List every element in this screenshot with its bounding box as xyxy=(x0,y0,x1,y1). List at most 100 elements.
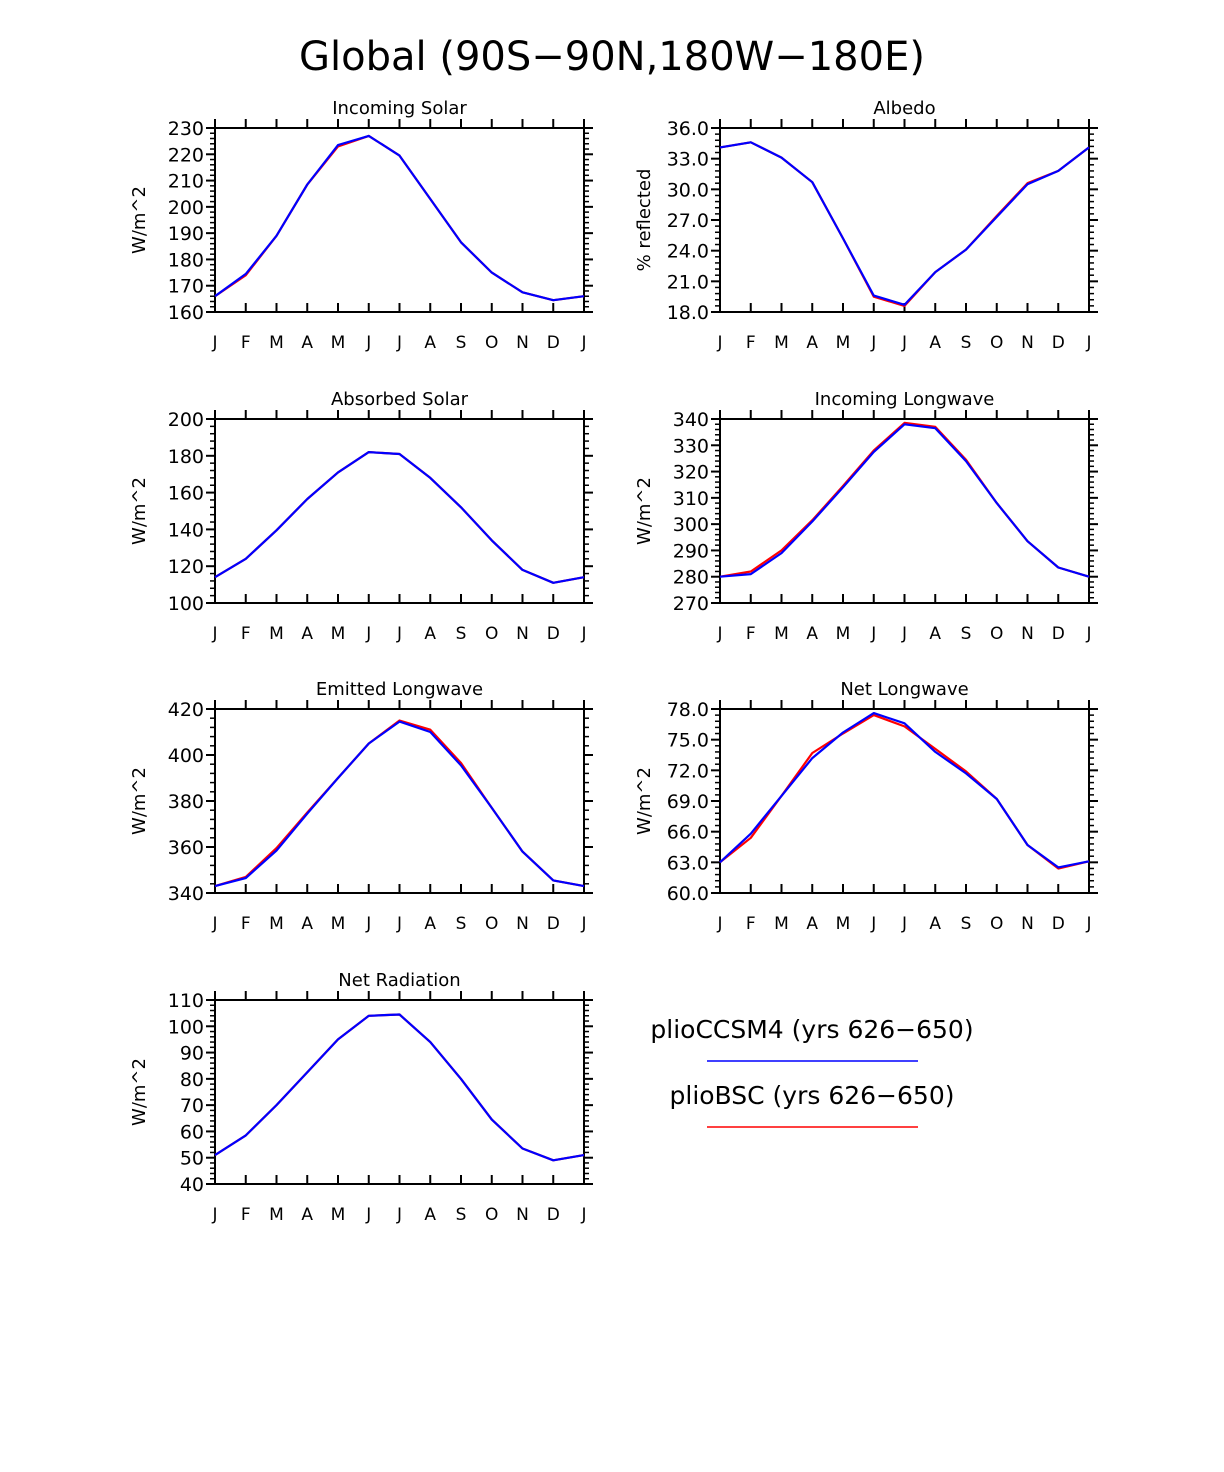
x-tick-label: J xyxy=(580,333,586,353)
x-tick-label: M xyxy=(331,1205,346,1225)
y-tick-label: 100 xyxy=(168,1016,204,1038)
x-tick-label: M xyxy=(331,914,346,934)
x-tick-label: M xyxy=(836,914,851,934)
y-tick-label: 50 xyxy=(180,1148,204,1170)
x-tick-label: A xyxy=(301,333,313,353)
y-tick-label: 36.0 xyxy=(667,118,709,140)
x-tick-label: M xyxy=(774,914,789,934)
x-tick-label: A xyxy=(301,1205,313,1225)
y-tick-label: 190 xyxy=(168,223,204,245)
x-tick-label: A xyxy=(929,914,941,934)
plot-frame xyxy=(214,418,585,604)
y-tick-label: 400 xyxy=(168,745,204,767)
series-line xyxy=(719,141,1090,307)
x-tick-label: A xyxy=(424,624,436,644)
y-tick-label: 27.0 xyxy=(667,210,709,232)
y-tick-label: 200 xyxy=(168,197,204,219)
y-tick-label: 110 xyxy=(168,990,204,1012)
x-tick-label: A xyxy=(929,624,941,644)
x-tick-label: D xyxy=(1052,333,1065,353)
y-axis-label: W/m^2 xyxy=(129,186,150,254)
x-tick-label: J xyxy=(396,333,402,353)
series-line xyxy=(214,1013,585,1162)
x-tick-label: M xyxy=(269,333,284,353)
x-tick-label: D xyxy=(1052,914,1065,934)
series-line xyxy=(719,423,1090,578)
x-tick-label: M xyxy=(774,624,789,644)
y-tick-label: 330 xyxy=(673,435,709,457)
x-tick-label: N xyxy=(516,333,529,353)
x-tick-label: A xyxy=(424,333,436,353)
x-tick-label: J xyxy=(901,914,907,934)
y-tick-label: 300 xyxy=(673,514,709,536)
x-tick-label: J xyxy=(1085,914,1091,934)
x-tick-label: S xyxy=(456,624,467,644)
x-tick-label: J xyxy=(716,333,722,353)
x-tick-label: O xyxy=(485,914,498,934)
x-tick-label: J xyxy=(1085,333,1091,353)
x-tick-label: A xyxy=(301,914,313,934)
chart-title: Incoming Solar xyxy=(332,98,467,119)
x-tick-label: M xyxy=(836,624,851,644)
x-tick-label: F xyxy=(241,624,251,644)
x-tick-label: J xyxy=(211,914,217,934)
y-tick-label: 30.0 xyxy=(667,179,709,201)
x-tick-label: O xyxy=(485,624,498,644)
x-tick-label: A xyxy=(301,624,313,644)
x-tick-label: F xyxy=(746,333,756,353)
legend: plioCCSM4 (yrs 626−650) plioBSC (yrs 626… xyxy=(650,1015,974,1128)
y-tick-label: 70 xyxy=(180,1095,204,1117)
series-line xyxy=(214,134,585,302)
y-tick-label: 21.0 xyxy=(667,271,709,293)
series-line xyxy=(719,421,1090,578)
x-tick-label: J xyxy=(870,914,876,934)
y-tick-label: 33.0 xyxy=(667,149,709,171)
y-tick-label: 200 xyxy=(168,409,204,431)
series-line xyxy=(719,141,1090,306)
x-tick-label: D xyxy=(547,333,560,353)
x-tick-label: J xyxy=(365,624,371,644)
y-tick-label: 270 xyxy=(673,593,709,615)
x-tick-label: M xyxy=(269,624,284,644)
x-tick-label: A xyxy=(929,333,941,353)
x-tick-label: J xyxy=(901,624,907,644)
y-tick-label: 420 xyxy=(168,699,204,721)
figure-title: Global (90S−90N,180W−180E) xyxy=(299,34,925,80)
x-tick-label: F xyxy=(241,1205,251,1225)
x-tick-label: J xyxy=(396,624,402,644)
x-tick-label: N xyxy=(516,914,529,934)
x-tick-label: J xyxy=(901,333,907,353)
legend-label-pliobsc: plioBSC (yrs 626−650) xyxy=(670,1081,955,1110)
x-tick-label: N xyxy=(516,1205,529,1225)
x-tick-label: S xyxy=(456,1205,467,1225)
x-tick-label: O xyxy=(990,624,1003,644)
x-tick-label: M xyxy=(269,1205,284,1225)
x-tick-label: M xyxy=(331,333,346,353)
y-tick-label: 75.0 xyxy=(667,730,709,752)
y-axis-label: % reflected xyxy=(634,169,655,272)
y-tick-label: 310 xyxy=(673,488,709,510)
x-tick-label: F xyxy=(746,914,756,934)
series-line xyxy=(214,719,585,888)
x-tick-label: D xyxy=(547,624,560,644)
x-tick-label: O xyxy=(485,1205,498,1225)
x-tick-label: O xyxy=(990,914,1003,934)
x-tick-label: N xyxy=(1021,624,1034,644)
plot-frame xyxy=(719,418,1090,604)
y-tick-label: 180 xyxy=(168,446,204,468)
x-tick-label: O xyxy=(990,333,1003,353)
legend-label-pliocCSM4: plioCCSM4 (yrs 626−650) xyxy=(650,1015,973,1044)
y-axis-label: W/m^2 xyxy=(129,767,150,835)
series-line xyxy=(214,1013,585,1162)
y-axis-label: W/m^2 xyxy=(129,477,150,545)
y-tick-label: 66.0 xyxy=(667,822,709,844)
x-tick-label: S xyxy=(456,914,467,934)
x-tick-label: J xyxy=(1085,624,1091,644)
chart-title: Albedo xyxy=(873,98,935,119)
x-tick-label: J xyxy=(211,624,217,644)
x-tick-label: N xyxy=(516,624,529,644)
x-tick-label: J xyxy=(396,1205,402,1225)
y-tick-label: 78.0 xyxy=(667,699,709,721)
